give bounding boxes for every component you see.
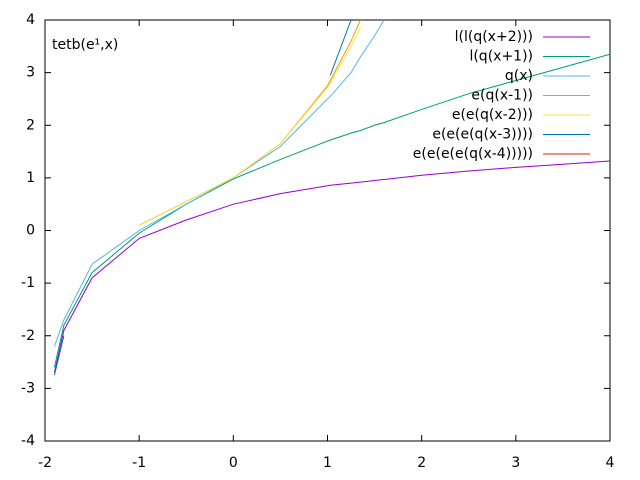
legend-label: q(x) bbox=[505, 68, 533, 84]
legend-label: e(e(q(x-2))) bbox=[452, 107, 533, 123]
legend-label: l(l(q(x+2))) bbox=[455, 29, 533, 45]
x-tick-label: 4 bbox=[606, 455, 615, 471]
series-line bbox=[138, 27, 361, 226]
x-tick-label: 0 bbox=[229, 455, 238, 471]
x-tick-label: -1 bbox=[132, 455, 146, 471]
series-line bbox=[138, 20, 361, 226]
series-line bbox=[53, 160, 610, 373]
chart-title: tetb(e¹,x) bbox=[52, 37, 118, 53]
legend-label: l(q(x+1)) bbox=[469, 49, 533, 65]
legend-label: e(q(x-1)) bbox=[471, 88, 533, 104]
y-tick-label: 3 bbox=[26, 65, 35, 81]
series-line bbox=[53, 20, 352, 376]
series-line bbox=[53, 20, 385, 347]
series-line bbox=[53, 53, 610, 368]
y-tick-label: 1 bbox=[26, 170, 35, 186]
x-tick-label: 2 bbox=[417, 455, 426, 471]
y-tick-label: -4 bbox=[21, 433, 35, 449]
y-tick-label: -2 bbox=[21, 328, 35, 344]
y-tick-label: -3 bbox=[21, 380, 35, 396]
y-tick-label: 4 bbox=[26, 12, 35, 28]
x-tick-label: -2 bbox=[38, 455, 52, 471]
legend-label: e(e(e(q(x-3)))) bbox=[432, 127, 533, 143]
y-tick-label: 2 bbox=[26, 117, 35, 133]
y-tick-label: -1 bbox=[21, 275, 35, 291]
y-tick-label: 0 bbox=[26, 223, 35, 239]
x-tick-label: 3 bbox=[511, 455, 520, 471]
plot-area bbox=[53, 20, 610, 376]
x-tick-label: 1 bbox=[323, 455, 332, 471]
legend-label: e(e(e(e(q(x-4))))) bbox=[413, 146, 533, 162]
